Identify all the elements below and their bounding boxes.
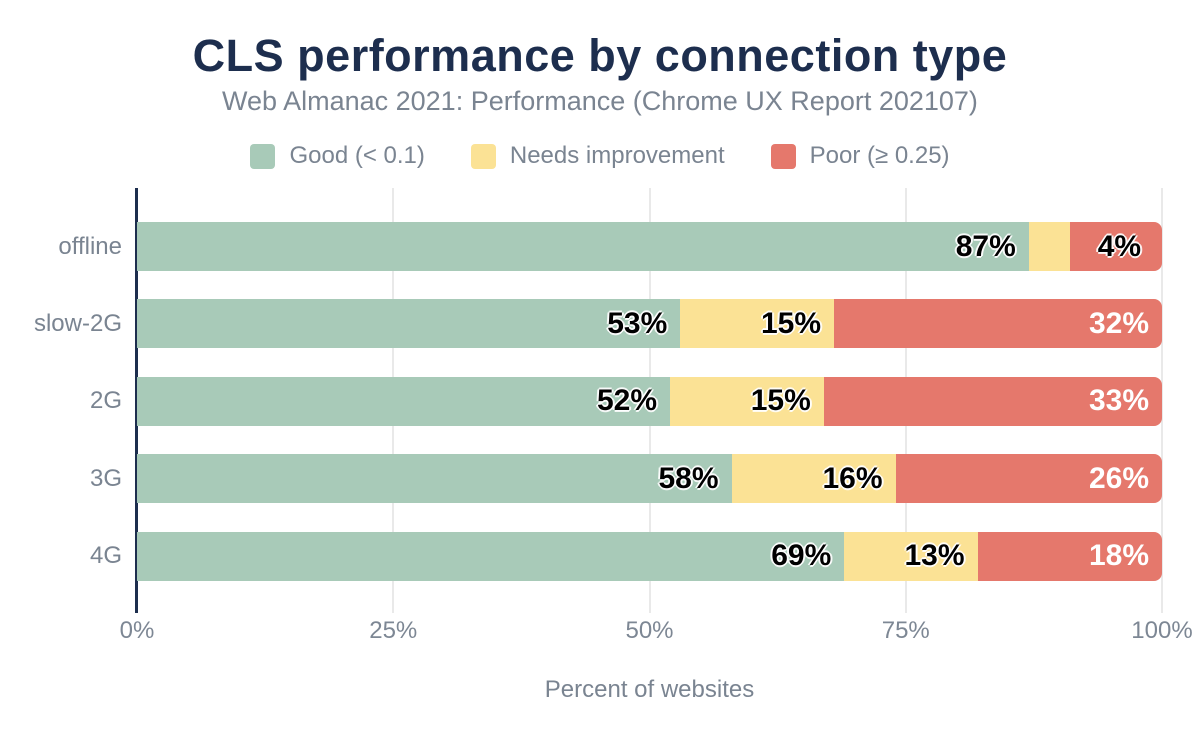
x-tick-label: 100% — [1131, 617, 1193, 644]
bar-value-label: 58% — [658, 461, 719, 495]
bar-row-slow-2G: 53% 15% 32% — [137, 299, 1162, 349]
bar-track — [137, 299, 1162, 349]
x-tick-label: 75% — [881, 617, 930, 644]
category-label-3G: 3G — [89, 464, 122, 492]
legend-label: Needs improvement — [509, 142, 725, 169]
bar-track — [137, 454, 1162, 504]
bar-row-offline: 87% 4% — [137, 222, 1162, 271]
bar-segment-good[interactable] — [137, 454, 732, 504]
bar-row-4G: 69% 13% 18% — [137, 531, 1162, 581]
bar-value-label: 26% — [1088, 461, 1149, 495]
legend-swatch-good — [250, 143, 276, 169]
bar-segment-needs-improvement[interactable] — [670, 376, 824, 426]
bar-segment-needs-improvement[interactable] — [1028, 222, 1070, 271]
bar-segment-needs-improvement[interactable] — [680, 299, 834, 349]
category-label-slow-2G: slow-2G — [33, 309, 122, 337]
bar-track — [137, 222, 1162, 271]
bar-value-label: 69% — [771, 539, 832, 573]
bar-value-label: 16% — [822, 461, 883, 495]
category-label-4G: 4G — [89, 542, 122, 570]
bar-segment-good[interactable] — [137, 376, 670, 426]
bar-row-2G: 52% 15% 33% — [137, 376, 1162, 426]
bar-value-label: 33% — [1088, 384, 1149, 418]
x-tick-label: 50% — [625, 617, 674, 644]
bar-value-label: 15% — [750, 384, 811, 418]
legend-label: Poor (≥ 0.25) — [809, 142, 950, 169]
legend-item-poor: Poor (≥ 0.25) — [770, 142, 950, 170]
legend: Good (< 0.1) Needs improvement Poor (≥ 0.2… — [0, 142, 1200, 170]
bar-segment-good[interactable] — [137, 531, 845, 581]
x-tick-label: 25% — [369, 617, 418, 644]
bar-segment-poor[interactable] — [834, 299, 1162, 349]
y-axis-line — [135, 188, 138, 613]
x-axis-title: Percent of websites — [544, 676, 755, 703]
legend-label: Good (< 0.1) — [289, 142, 425, 169]
bar-value-label: 32% — [1088, 306, 1149, 340]
category-label-2G: 2G — [89, 387, 122, 415]
category-label-offline: offline — [58, 232, 122, 260]
bar-track — [137, 531, 1162, 581]
bar-track — [137, 376, 1162, 426]
bar-segment-good[interactable] — [137, 222, 1029, 271]
bar-value-label: 87% — [955, 229, 1016, 263]
bar-segment-poor[interactable] — [977, 531, 1162, 581]
legend-swatch-poor — [770, 143, 796, 169]
bar-segment-needs-improvement[interactable] — [844, 531, 978, 581]
bar-segment-needs-improvement[interactable] — [731, 454, 896, 504]
bar-segment-good[interactable] — [137, 299, 681, 349]
plot-area: 87% 4% 53% 15% 32% 52% 15% 33% 58% 16% 26% 69% 13% 18… — [120, 188, 1193, 644]
legend-swatch-needs-improvement — [470, 143, 496, 169]
bar-value-label: 15% — [760, 306, 821, 340]
bar-row-3G: 58% 16% 26% — [137, 454, 1162, 504]
bar-value-label: 18% — [1088, 539, 1149, 573]
bar-value-label: 13% — [904, 539, 965, 573]
chart-title: CLS performance by connection type — [192, 30, 1008, 81]
x-tick-label: 0% — [119, 617, 155, 644]
gridline — [1161, 188, 1163, 613]
bar-value-label: 53% — [607, 306, 668, 340]
legend-item-needs-improvement: Needs improvement — [470, 142, 725, 170]
bar-segment-poor[interactable] — [823, 376, 1162, 426]
bar-segment-poor[interactable] — [1069, 222, 1162, 271]
legend-item-good: Good (< 0.1) — [250, 142, 425, 170]
bar-segment-poor[interactable] — [895, 454, 1162, 504]
bar-value-label: 52% — [596, 384, 657, 418]
chart-subtitle: Web Almanac 2021: Performance (Chrome UX… — [222, 86, 978, 116]
bar-value-label: 4% — [1097, 229, 1142, 263]
